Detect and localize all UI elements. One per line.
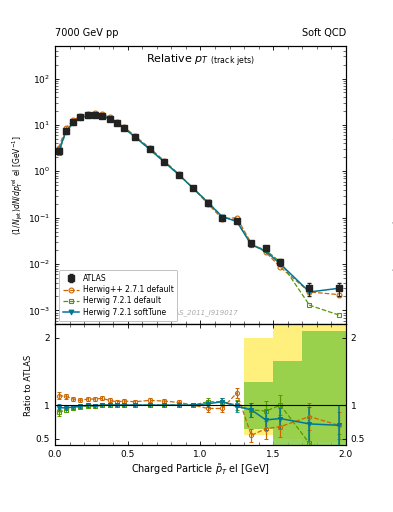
Herwig 7.2.1 default (162, 159, 167, 165)
Herwig 7.2.1 softTune (249, 242, 254, 248)
Herwig++ 2.7.1 default (336, 291, 341, 297)
Text: Soft QCD: Soft QCD (301, 28, 346, 38)
Herwig++ 2.7.1 default (176, 171, 181, 177)
Herwig 7.2.1 softTune (93, 112, 97, 118)
Herwig 7.2.1 softTune (234, 218, 239, 224)
Herwig 7.2.1 default (147, 146, 152, 152)
Bar (302, 331, 346, 456)
Bar (273, 325, 302, 439)
Text: Relative $p_T$ $_{(\mathrm{track\ jets})}$: Relative $p_T$ $_{(\mathrm{track\ jets})… (146, 53, 255, 70)
Herwig 7.2.1 default (307, 302, 312, 308)
Herwig++ 2.7.1 default (162, 158, 167, 164)
Bar (244, 381, 273, 429)
Herwig++ 2.7.1 default (114, 119, 119, 125)
Legend: ATLAS, Herwig++ 2.7.1 default, Herwig 7.2.1 default, Herwig 7.2.1 softTune: ATLAS, Herwig++ 2.7.1 default, Herwig 7.… (59, 270, 177, 321)
Herwig 7.2.1 default (249, 242, 254, 248)
Herwig 7.2.1 softTune (147, 146, 152, 152)
Herwig++ 2.7.1 default (263, 249, 268, 255)
Herwig++ 2.7.1 default (249, 240, 254, 246)
Herwig 7.2.1 softTune (206, 199, 210, 205)
Herwig 7.2.1 default (56, 150, 61, 156)
Line: Herwig 7.2.1 softTune: Herwig 7.2.1 softTune (56, 113, 341, 294)
Herwig++ 2.7.1 default (78, 113, 83, 119)
Herwig 7.2.1 softTune (336, 285, 341, 291)
Herwig++ 2.7.1 default (71, 117, 75, 123)
Line: Herwig 7.2.1 default: Herwig 7.2.1 default (56, 113, 341, 317)
Herwig 7.2.1 softTune (162, 159, 167, 165)
Line: Herwig++ 2.7.1 default: Herwig++ 2.7.1 default (56, 111, 341, 297)
Text: [arXiv:1306.3436]: [arXiv:1306.3436] (391, 221, 393, 271)
Herwig 7.2.1 softTune (56, 148, 61, 154)
Bar (273, 361, 302, 447)
Herwig++ 2.7.1 default (307, 289, 312, 295)
Herwig++ 2.7.1 default (278, 264, 283, 270)
Herwig 7.2.1 softTune (220, 214, 225, 220)
Herwig 7.2.1 default (133, 134, 138, 140)
Herwig 7.2.1 softTune (71, 119, 75, 125)
Herwig 7.2.1 default (263, 247, 268, 253)
Herwig 7.2.1 default (122, 125, 127, 131)
Herwig++ 2.7.1 default (206, 201, 210, 207)
Bar (302, 325, 346, 442)
Herwig++ 2.7.1 default (122, 124, 127, 130)
Herwig 7.2.1 softTune (114, 120, 119, 126)
Herwig++ 2.7.1 default (93, 110, 97, 116)
Herwig++ 2.7.1 default (234, 215, 239, 221)
Herwig 7.2.1 default (64, 129, 68, 135)
Herwig++ 2.7.1 default (220, 216, 225, 222)
Herwig 7.2.1 softTune (64, 129, 68, 135)
Herwig 7.2.1 softTune (122, 125, 127, 131)
Herwig 7.2.1 softTune (307, 289, 312, 295)
Herwig 7.2.1 default (93, 112, 97, 118)
Herwig++ 2.7.1 default (107, 114, 112, 120)
Herwig++ 2.7.1 default (133, 133, 138, 139)
Herwig 7.2.1 default (176, 172, 181, 178)
Herwig 7.2.1 default (78, 115, 83, 121)
Herwig 7.2.1 softTune (100, 113, 105, 119)
Text: ATLAS_2011_I919017: ATLAS_2011_I919017 (163, 309, 238, 316)
X-axis label: Charged Particle $\tilde{p}_{T}$ el [GeV]: Charged Particle $\tilde{p}_{T}$ el [GeV… (131, 462, 270, 477)
Herwig 7.2.1 softTune (78, 115, 83, 121)
Herwig++ 2.7.1 default (64, 125, 68, 131)
Text: 7000 GeV pp: 7000 GeV pp (55, 28, 119, 38)
Herwig 7.2.1 softTune (191, 185, 196, 191)
Herwig 7.2.1 default (234, 218, 239, 224)
Y-axis label: Ratio to ATLAS: Ratio to ATLAS (24, 354, 33, 416)
Text: Rivet 3.1.10; ≥ 3.2M events: Rivet 3.1.10; ≥ 3.2M events (391, 105, 393, 182)
Herwig 7.2.1 default (278, 259, 283, 265)
Herwig 7.2.1 default (114, 120, 119, 126)
Herwig 7.2.1 default (191, 185, 196, 191)
Herwig 7.2.1 softTune (263, 248, 268, 254)
Herwig++ 2.7.1 default (56, 145, 61, 151)
Herwig++ 2.7.1 default (191, 185, 196, 191)
Herwig 7.2.1 default (85, 113, 90, 119)
Herwig++ 2.7.1 default (147, 145, 152, 151)
Y-axis label: $(1/N_\mathrm{jet})dN/dp^\mathrm{rel}_\mathrm{T}$ el [GeV$^{-1}$]: $(1/N_\mathrm{jet})dN/dp^\mathrm{rel}_\m… (11, 136, 25, 235)
Herwig 7.2.1 softTune (176, 172, 181, 178)
Herwig 7.2.1 default (206, 199, 210, 205)
Herwig++ 2.7.1 default (100, 111, 105, 117)
Herwig 7.2.1 softTune (133, 134, 138, 140)
Herwig 7.2.1 softTune (278, 261, 283, 267)
Herwig 7.2.1 default (107, 116, 112, 122)
Herwig 7.2.1 default (220, 214, 225, 220)
Herwig 7.2.1 default (100, 113, 105, 119)
Herwig 7.2.1 default (71, 120, 75, 126)
Herwig 7.2.1 softTune (85, 112, 90, 118)
Bar (244, 338, 273, 435)
Herwig 7.2.1 softTune (107, 116, 112, 122)
Herwig++ 2.7.1 default (85, 111, 90, 117)
Herwig 7.2.1 default (336, 312, 341, 318)
